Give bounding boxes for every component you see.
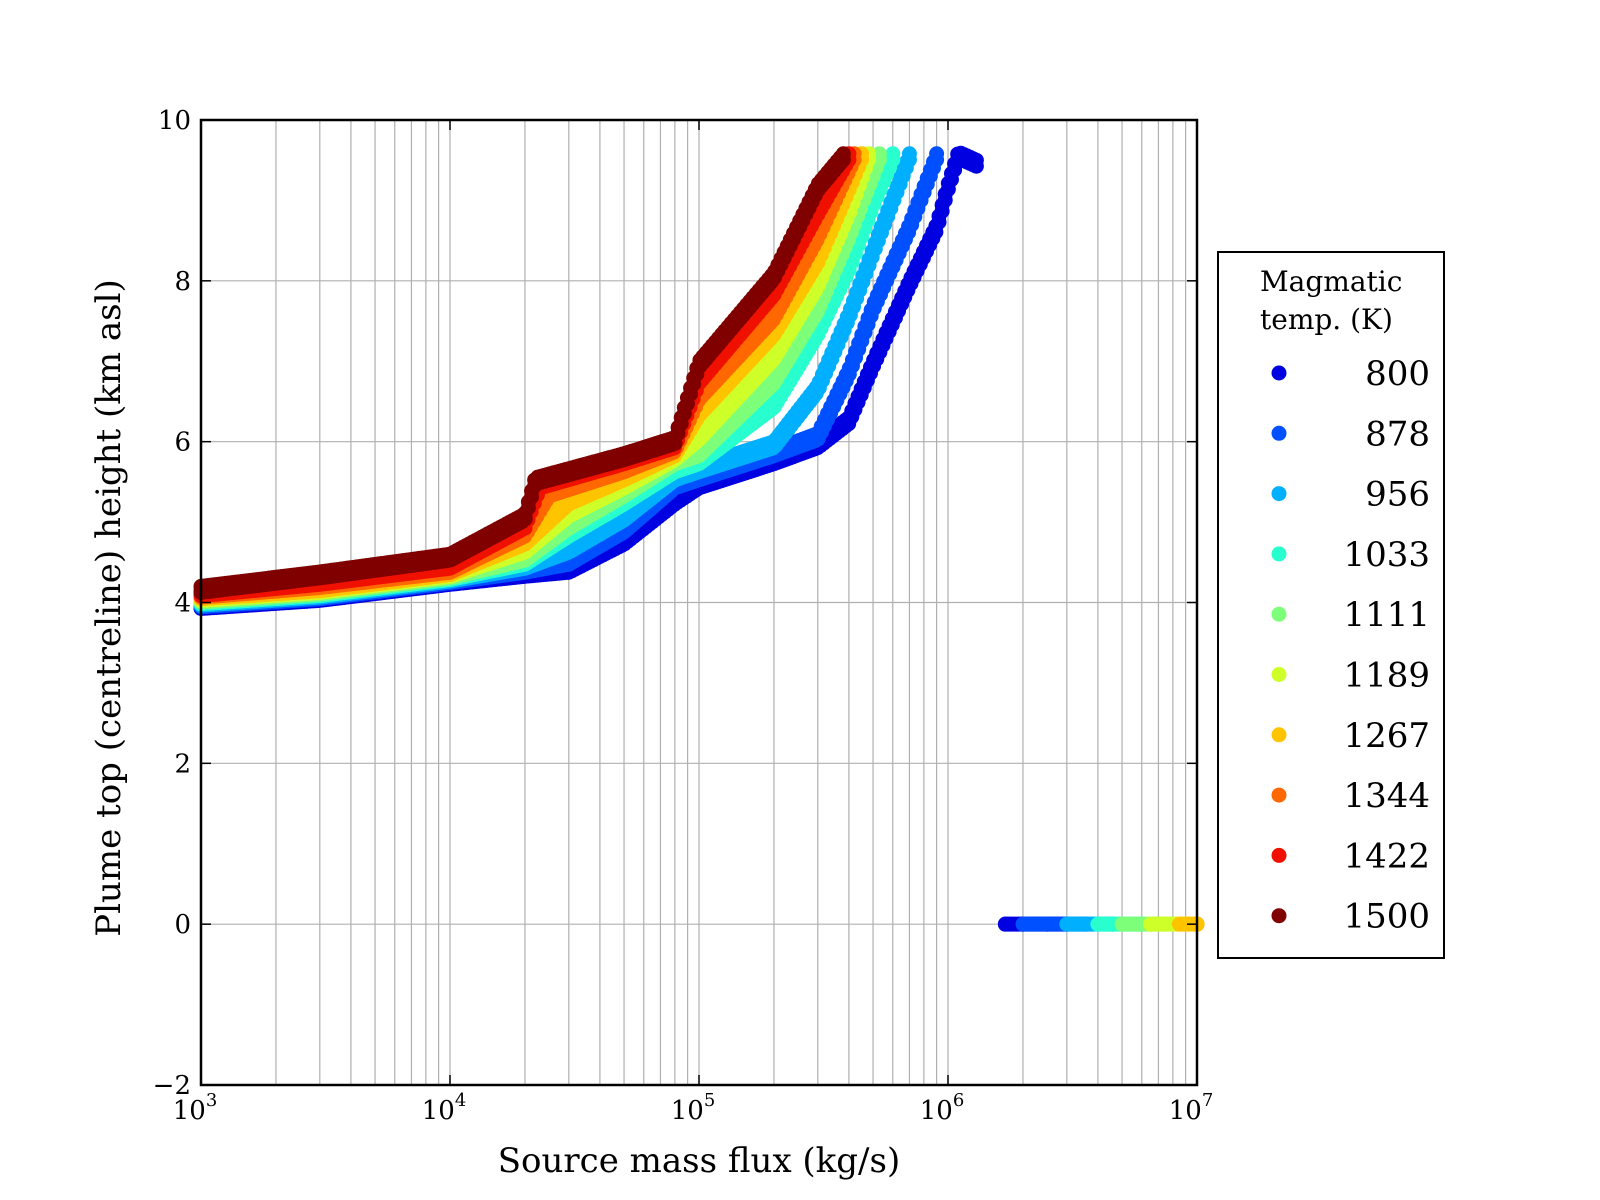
legend-label: 1422 [1343,836,1430,876]
x-tick-exponent: 6 [953,1090,964,1111]
y-tick-label: 2 [174,749,191,779]
legend-marker [1271,546,1287,562]
series-1500 [193,146,851,600]
legend-marker [1271,667,1287,682]
y-tick-label: 6 [174,428,191,458]
x-tick-exponent: 3 [206,1090,217,1111]
legend-marker [1271,847,1287,863]
legend-label: 1267 [1343,716,1430,756]
series-1033 [193,146,1150,932]
grid [201,119,1197,1086]
legend-box [1217,251,1445,959]
data-point [885,152,901,168]
legend-marker [1271,727,1287,743]
x-tick-exponent: 5 [704,1090,715,1111]
y-tick-label: 4 [174,589,191,619]
legend-title: Magmatic [1260,265,1402,298]
data-point [901,152,917,168]
data-point [835,152,851,168]
data-point [968,158,984,174]
y-tick-label: 0 [174,910,191,940]
legend-marker [1271,486,1287,502]
legend-title: temp. (K) [1260,303,1393,336]
series-800 [193,145,1075,932]
y-tick-label: 8 [174,267,191,297]
y-axis-title: Plume top (centreline) height (km asl) [89,279,129,937]
legend-label: 956 [1365,475,1430,515]
legend-marker [1271,606,1287,622]
series-1111 [193,146,1172,932]
data-point [929,152,945,168]
x-tick-label: 104 [422,1090,467,1126]
legend-marker [1271,365,1287,381]
legend-label: 1033 [1343,535,1430,575]
legend-label: 1111 [1343,595,1430,635]
legend-label: 800 [1365,354,1430,394]
series-956 [193,146,1121,932]
series-1189 [193,146,1194,932]
legend-marker [1271,787,1287,803]
y-tick-label: −2 [153,1071,191,1101]
legend-marker [1271,425,1287,441]
legend-marker [1271,908,1287,924]
x-tick-exponent: 4 [455,1090,466,1111]
legend-label: 1500 [1343,897,1430,937]
legend-label: 1189 [1343,656,1430,696]
scatter-points [193,145,1205,932]
x-tick-label: 107 [1169,1090,1214,1126]
legend-label: 1344 [1343,776,1430,816]
x-tick-exponent: 7 [1202,1090,1213,1111]
x-tick-label: 106 [920,1090,965,1126]
legend-label: 878 [1365,414,1430,454]
y-tick-label: 10 [158,106,191,136]
legend: Magmatic temp. (K) 800 878 956 1033 1111 1189 12… [1217,251,1445,959]
collapse-band [997,916,1205,932]
x-axis-title: Source mass flux (kg/s) [498,1141,900,1181]
x-tick-label: 105 [671,1090,716,1126]
